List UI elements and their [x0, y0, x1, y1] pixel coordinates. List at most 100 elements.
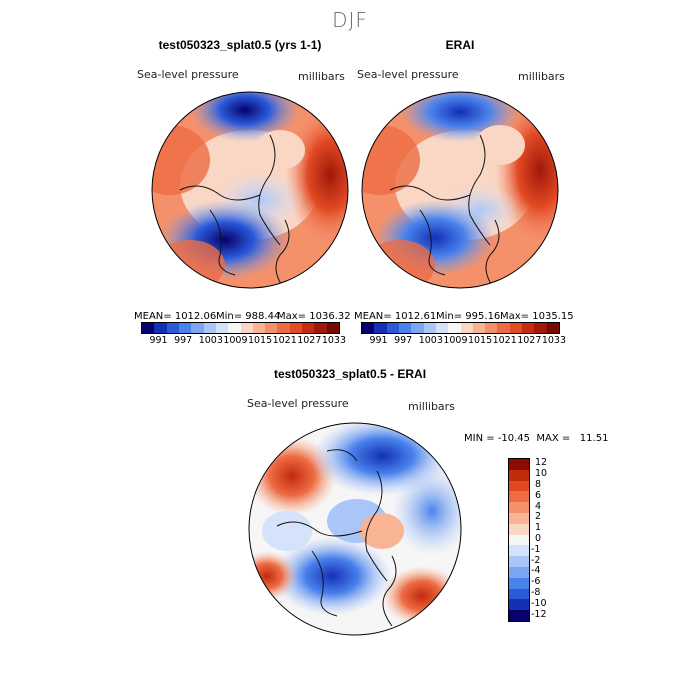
- obs-max-text: Max= 1035.15: [500, 311, 574, 322]
- colorbar-swatch: [178, 323, 192, 333]
- colorbar-swatch: [534, 323, 547, 333]
- colorbar-swatch: [546, 323, 559, 333]
- colorbar-tick-label: 1021: [492, 335, 517, 346]
- colorbar-tick-label: 1003: [418, 335, 443, 346]
- colorbar-swatch: [289, 323, 303, 333]
- colorbar-tick-label: 997: [394, 335, 413, 346]
- colorbar-tick-label: -8: [531, 587, 541, 598]
- colorbar-swatch: [154, 323, 167, 333]
- colorbar-tick-label: 1: [535, 522, 542, 534]
- colorbar-swatch: [374, 323, 387, 333]
- diff-units-label: millibars: [408, 400, 455, 413]
- colorbar-swatch: [509, 545, 529, 557]
- colorbar-swatch: [386, 323, 399, 333]
- colorbar-swatch: [509, 502, 529, 513]
- colorbar-swatch: [142, 323, 155, 333]
- colorbar-swatch: [326, 323, 339, 333]
- colorbar-tick-label: 4: [535, 500, 542, 512]
- colorbar-swatch: [203, 323, 216, 333]
- colorbar-swatch: [509, 469, 529, 481]
- colorbar-swatch: [228, 323, 241, 333]
- colorbar-tick-label: -2: [531, 554, 541, 566]
- colorbar-swatch: [509, 556, 529, 567]
- colorbar-tick-label: 2: [535, 511, 542, 523]
- colorbar-tick-label: 1021: [272, 335, 297, 346]
- diff-variable-label: Sea-level pressure: [247, 397, 349, 410]
- colorbar-swatch: [302, 323, 315, 333]
- diff-colorbar: [508, 458, 530, 622]
- colorbar-swatch: [435, 323, 449, 333]
- colorbar-tick-label: 1009: [443, 335, 468, 346]
- colorbar-tick-label: 991: [369, 335, 388, 346]
- colorbar-tick-label: 991: [149, 335, 168, 346]
- model-mean-text: MEAN= 1012.06: [134, 311, 217, 322]
- colorbar-swatch: [485, 323, 498, 333]
- obs-panel-title: ERAI: [445, 38, 475, 52]
- model-panel-title: test050323_splat0.5 (yrs 1-1): [158, 38, 322, 52]
- obs-colorbar-ticks: 991 997 1003 1009 1015 1021 1027 1033: [361, 335, 566, 347]
- colorbar-swatch: [509, 512, 529, 524]
- colorbar-swatch: [509, 588, 529, 600]
- colorbar-swatch: [509, 577, 529, 589]
- colorbar-swatch: [509, 459, 529, 470]
- colorbar-swatch: [522, 323, 535, 333]
- colorbar-tick-label: 1033: [541, 335, 567, 346]
- colorbar-tick-label: 12: [535, 457, 548, 469]
- colorbar-tick-label: 1003: [198, 335, 223, 346]
- colorbar-swatch: [509, 534, 529, 546]
- colorbar-swatch: [423, 323, 436, 333]
- diff-minmax-text: MIN = -10.45 MAX = 11.51: [464, 433, 609, 444]
- colorbar-swatch: [314, 323, 327, 333]
- season-title: DJF: [332, 8, 368, 32]
- colorbar-tick-label: -10: [531, 597, 547, 609]
- diff-polar-map: [248, 422, 462, 636]
- colorbar-swatch: [191, 323, 204, 333]
- colorbar-tick-label: 8: [535, 479, 542, 490]
- colorbar-tick-label: 6: [535, 489, 542, 501]
- colorbar-swatch: [215, 323, 229, 333]
- colorbar-tick-label: 1009: [223, 335, 248, 346]
- diff-panel-title: test050323_splat0.5 - ERAI: [273, 367, 427, 381]
- colorbar-swatch: [362, 323, 375, 333]
- model-polar-map: [151, 91, 349, 289]
- diff-colorbar-ticks: 12 10 8 6 4 2 1 0 -1 -2 -4 -6 -8 -10 -12: [531, 457, 575, 620]
- obs-colorbar: [361, 322, 560, 334]
- colorbar-swatch: [509, 491, 529, 503]
- colorbar-swatch: [460, 323, 473, 333]
- colorbar-swatch: [265, 323, 278, 333]
- model-max-text: Max= 1036.32: [277, 311, 351, 322]
- colorbar-swatch: [509, 610, 529, 621]
- colorbar-tick-label: 1015: [247, 335, 273, 346]
- colorbar-swatch: [497, 323, 510, 333]
- colorbar-swatch: [166, 323, 179, 333]
- model-min-text: Min= 988.44: [216, 311, 281, 322]
- model-units-label: millibars: [298, 70, 345, 83]
- colorbar-tick-label: 10: [535, 468, 548, 480]
- colorbar-swatch: [252, 323, 266, 333]
- colorbar-tick-label: 1033: [321, 335, 347, 346]
- colorbar-tick-label: -4: [531, 565, 541, 577]
- colorbar-tick-label: 997: [174, 335, 193, 346]
- obs-polar-map: [361, 91, 559, 289]
- model-colorbar-ticks: 991 997 1003 1009 1015 1021 1027 1033: [141, 335, 346, 347]
- colorbar-swatch: [509, 599, 529, 611]
- colorbar-swatch: [509, 566, 529, 578]
- colorbar-tick-label: 1015: [467, 335, 493, 346]
- colorbar-swatch: [277, 323, 290, 333]
- obs-variable-label: Sea-level pressure: [357, 68, 459, 81]
- colorbar-swatch: [509, 523, 529, 535]
- model-variable-label: Sea-level pressure: [137, 68, 239, 81]
- colorbar-tick-label: -6: [531, 576, 541, 588]
- colorbar-tick-label: -12: [531, 608, 547, 620]
- obs-min-text: Min= 995.16: [436, 311, 501, 322]
- colorbar-tick-label: 1027: [517, 335, 542, 346]
- model-colorbar: [141, 322, 340, 334]
- obs-units-label: millibars: [518, 70, 565, 83]
- colorbar-swatch: [398, 323, 412, 333]
- colorbar-tick-label: -1: [531, 543, 541, 555]
- colorbar-swatch: [448, 323, 461, 333]
- colorbar-tick-label: 0: [535, 533, 542, 544]
- colorbar-swatch: [472, 323, 486, 333]
- colorbar-swatch: [411, 323, 424, 333]
- colorbar-swatch: [509, 323, 523, 333]
